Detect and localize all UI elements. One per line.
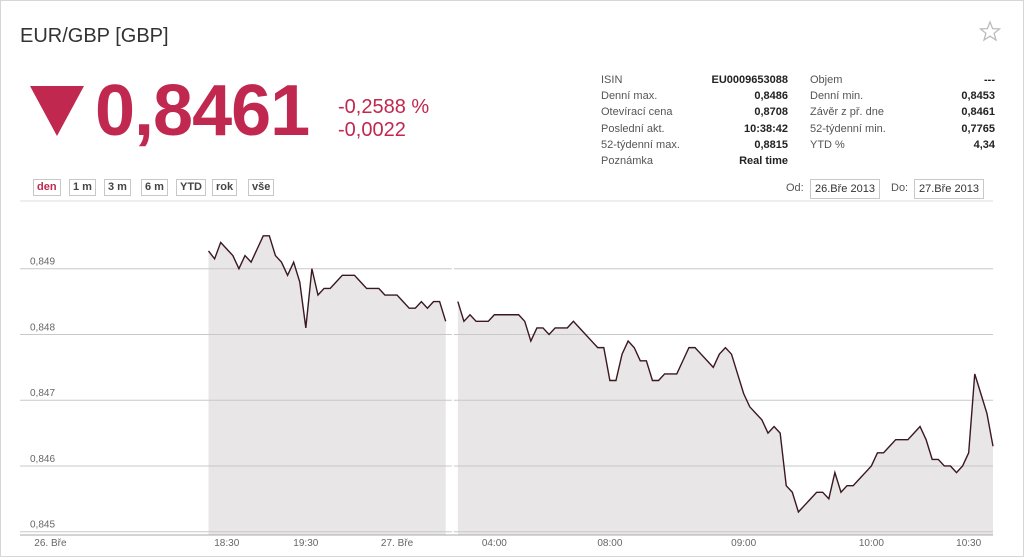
range-button[interactable]: YTD — [176, 179, 206, 196]
range-button[interactable]: den — [33, 179, 61, 196]
range-button[interactable]: 1 m — [69, 179, 96, 196]
stat-value: 4,34 — [973, 138, 995, 151]
stat-value: 0,8453 — [961, 90, 995, 103]
range-button[interactable]: vše — [248, 179, 275, 196]
change-percent: -0,2588 % — [338, 96, 430, 118]
y-tick-label: 0,846 — [30, 454, 55, 465]
y-tick-label: 0,848 — [30, 322, 55, 333]
stat-label: Denní min. — [810, 90, 864, 103]
from-date[interactable]: 26.Bře 2013 — [810, 179, 880, 199]
x-tick-label: 09:00 — [731, 538, 756, 549]
stat-label: ISIN — [601, 74, 623, 86]
y-tick-label: 0,849 — [30, 257, 55, 268]
stat-value: Real time — [739, 155, 788, 167]
stat-label: YTD % — [810, 138, 845, 151]
x-tick-label: 08:00 — [597, 538, 622, 549]
favorite-star[interactable] — [978, 20, 1002, 42]
stat-value: 0,7765 — [961, 122, 995, 135]
stat-value: --- — [984, 74, 995, 86]
x-tick-label: 27. Bře — [381, 538, 414, 549]
stat-label: Poslední akt. — [601, 122, 665, 135]
x-tick-label: 18:30 — [214, 538, 239, 549]
from-label: Od: — [786, 182, 804, 194]
down-arrow — [30, 86, 84, 136]
range-button[interactable]: 3 m — [104, 179, 131, 196]
price: 0,8461 — [95, 71, 310, 151]
stat-value: 0,8708 — [754, 106, 788, 119]
stat-label: 52-týdenní min. — [810, 122, 886, 135]
x-tick-label: 26. Bře — [34, 538, 67, 549]
x-tick-label: 10:30 — [956, 538, 981, 549]
stat-value: 0,8461 — [961, 106, 995, 119]
stat-label: Závěr z př. dne — [810, 106, 884, 119]
price-line — [207, 235, 994, 514]
to-date[interactable]: 27.Bře 2013 — [914, 179, 984, 199]
stat-value: 0,8815 — [754, 138, 788, 151]
x-tick-label: 04:00 — [482, 538, 507, 549]
to-label: Do: — [891, 182, 909, 194]
stat-label: Objem — [810, 74, 843, 86]
stat-label: Poznámka — [601, 155, 653, 167]
change-abs: -0,0022 — [338, 119, 406, 141]
title: EUR/GBP [GBP] — [20, 25, 169, 47]
range-button[interactable]: 6 m — [141, 179, 168, 196]
stat-value: EU0009653088 — [711, 74, 788, 86]
stat-value: 0,8486 — [754, 90, 788, 103]
stat-label: Otevírací cena — [601, 106, 673, 119]
y-tick-label: 0,847 — [30, 388, 55, 399]
x-tick-label: 10:00 — [859, 538, 884, 549]
x-tick-label: 19:30 — [293, 538, 318, 549]
area-fill — [208, 235, 994, 536]
y-tick-label: 0,845 — [30, 520, 55, 531]
stat-value: 10:38:42 — [743, 122, 788, 135]
stat-label: Denní max. — [601, 90, 658, 103]
stat-label: 52-týdenní max. — [601, 138, 680, 151]
range-button[interactable]: rok — [212, 179, 238, 196]
